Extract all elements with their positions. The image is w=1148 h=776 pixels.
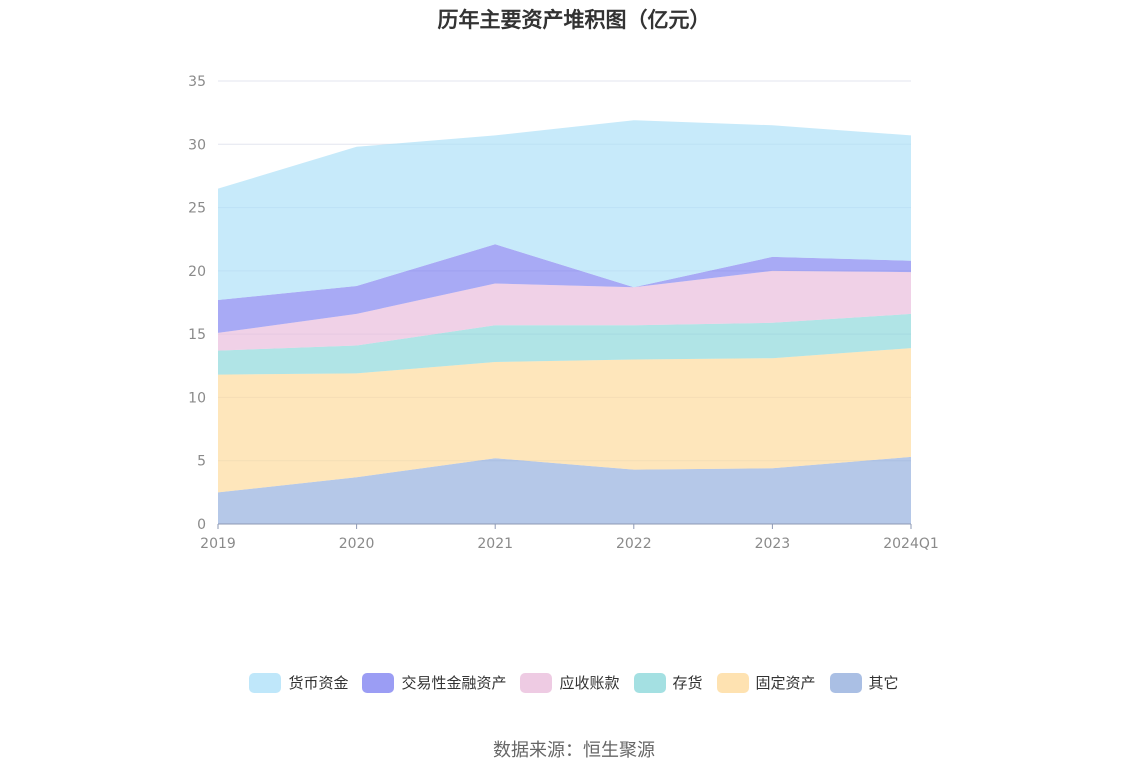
y-tick-label: 20	[188, 264, 206, 280]
x-tick-label: 2022	[616, 536, 652, 552]
x-tick-label: 2019	[200, 536, 236, 552]
source-note: 数据来源：恒生聚源	[493, 740, 655, 761]
legend-item[interactable]: 固定资产	[716, 672, 816, 693]
axes: 0 5 10 15 20 25 30 35 2019 2020 2021 2022 2023 2024Q1	[188, 74, 939, 552]
y-tick-label: 5	[197, 454, 206, 470]
x-tick-label: 2024Q1	[883, 536, 939, 552]
area-series-应收账款	[218, 270, 911, 351]
legend-swatch	[633, 672, 666, 693]
legend-swatch	[520, 672, 553, 693]
y-tick-label: 35	[188, 74, 206, 90]
area-series-其它	[218, 456, 911, 524]
y-tick-label: 15	[188, 327, 206, 343]
area-series-货币资金	[218, 120, 911, 300]
legend-label: 其它	[868, 674, 899, 692]
legend-label: 应收账款	[559, 674, 620, 692]
y-tick-label: 10	[188, 390, 206, 406]
x-tick-label: 2023	[755, 536, 791, 552]
y-tick-label: 0	[197, 517, 206, 533]
area-series	[218, 120, 911, 524]
legend-item[interactable]: 应收账款	[520, 672, 620, 693]
legend-item[interactable]: 货币资金	[249, 672, 348, 693]
legend-swatch	[249, 672, 282, 693]
legend: 货币资金 交易性金融资产 应收账款 存货 固定资产 其它	[0, 672, 1148, 693]
legend-swatch	[362, 672, 395, 693]
y-tick-label: 30	[188, 137, 206, 153]
legend-swatch	[716, 672, 749, 693]
legend-label: 固定资产	[755, 674, 816, 692]
chart-title: 历年主要资产堆积图（亿元）	[437, 8, 711, 32]
legend-item[interactable]: 存货	[633, 672, 703, 693]
area-series-交易性金融资产	[218, 244, 911, 333]
legend-item[interactable]: 交易性金融资产	[362, 672, 506, 693]
legend-label: 货币资金	[288, 674, 349, 692]
x-tick-label: 2021	[477, 536, 513, 552]
x-tick-label: 2020	[339, 536, 375, 552]
legend-item[interactable]: 其它	[829, 672, 899, 693]
area-series-固定资产	[218, 348, 911, 493]
legend-label: 存货	[672, 674, 703, 692]
legend-swatch	[829, 672, 862, 693]
area-series-存货	[218, 313, 911, 375]
legend-label: 交易性金融资产	[401, 674, 507, 692]
y-tick-label: 25	[188, 201, 206, 217]
